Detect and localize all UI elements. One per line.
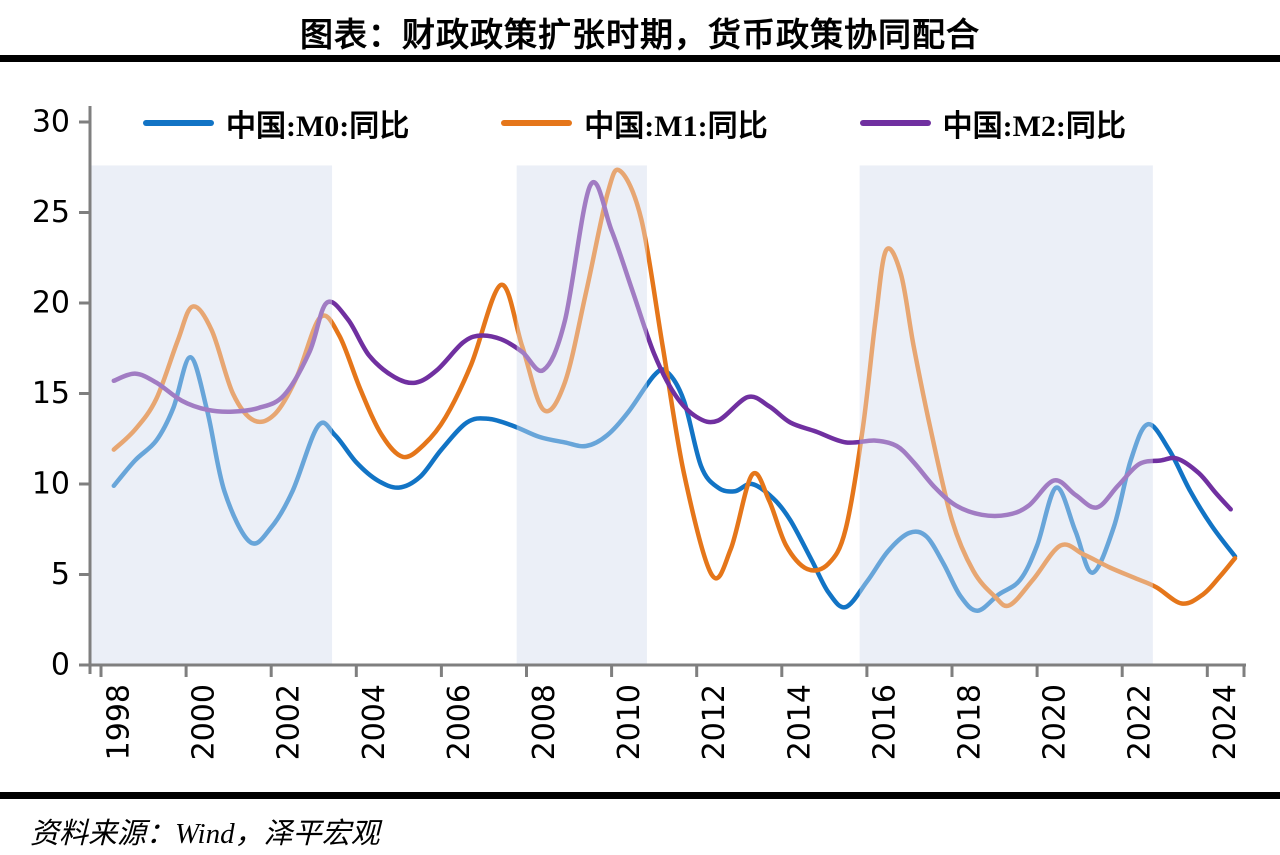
footer-divider-rule: [0, 792, 1280, 799]
legend-swatch-icon: [501, 120, 573, 126]
x-tick-label: 2018: [953, 684, 988, 760]
x-tick-label: 1998: [102, 684, 137, 760]
title-divider-rule: [0, 55, 1280, 62]
series-line-m0: [111, 355, 1238, 613]
x-tick-label: 2000: [187, 684, 222, 760]
region-mute-overlay: [516, 165, 647, 665]
x-tick-label: 2016: [867, 684, 902, 760]
chart-legend: 中国:M0:同比 中国:M1:同比 中国:M2:同比: [143, 101, 1126, 145]
y-tick-label: 10: [32, 467, 70, 502]
x-tick-label: 2004: [357, 684, 392, 760]
y-tick-label: 20: [32, 286, 70, 321]
x-tick-label: 2020: [1038, 684, 1073, 760]
series-line-m2: [111, 180, 1233, 519]
chart-title: 图表：财政政策扩张时期，货币政策协同配合: [300, 18, 980, 54]
region-mute-overlay: [89, 165, 333, 665]
x-tick-label: 2014: [782, 684, 817, 760]
fiscal-expansion-region: [859, 165, 1153, 665]
legend-swatch-icon: [143, 120, 214, 126]
legend-swatch-icon: [859, 120, 931, 126]
x-tick-label: 2024: [1208, 684, 1243, 760]
legend-label: 中国:M1:同比: [584, 110, 768, 143]
x-tick-label: 2010: [612, 684, 647, 760]
x-tick-label: 2012: [697, 684, 732, 760]
y-tick-label: 0: [51, 648, 70, 683]
x-tick-label: 2002: [272, 684, 307, 760]
region-mute-overlay: [859, 165, 1153, 665]
legend-label: 中国:M0:同比: [226, 110, 410, 143]
x-tick-label: 2022: [1123, 684, 1158, 760]
y-tick-label: 5: [51, 557, 70, 592]
x-tick-label: 2008: [527, 684, 562, 760]
source-note: 资料来源：Wind，泽平宏观: [30, 818, 380, 850]
series-line-m1: [111, 167, 1238, 609]
y-tick-label: 30: [32, 105, 70, 140]
line-chart: 0 5 10 15 20 25 30 1998 2000 2002 2004 2006 2008 2010…: [32, 105, 1246, 760]
fiscal-expansion-region: [89, 165, 333, 665]
legend-item-m2: 中国:M2:同比: [859, 101, 1126, 145]
legend-item-m0: 中国:M0:同比: [143, 101, 409, 145]
legend-label: 中国:M2:同比: [942, 110, 1126, 143]
y-tick-label: 25: [32, 195, 70, 230]
y-tick-label: 15: [32, 376, 70, 411]
x-tick-label: 2006: [442, 684, 477, 760]
legend-item-m1: 中国:M1:同比: [501, 101, 768, 145]
